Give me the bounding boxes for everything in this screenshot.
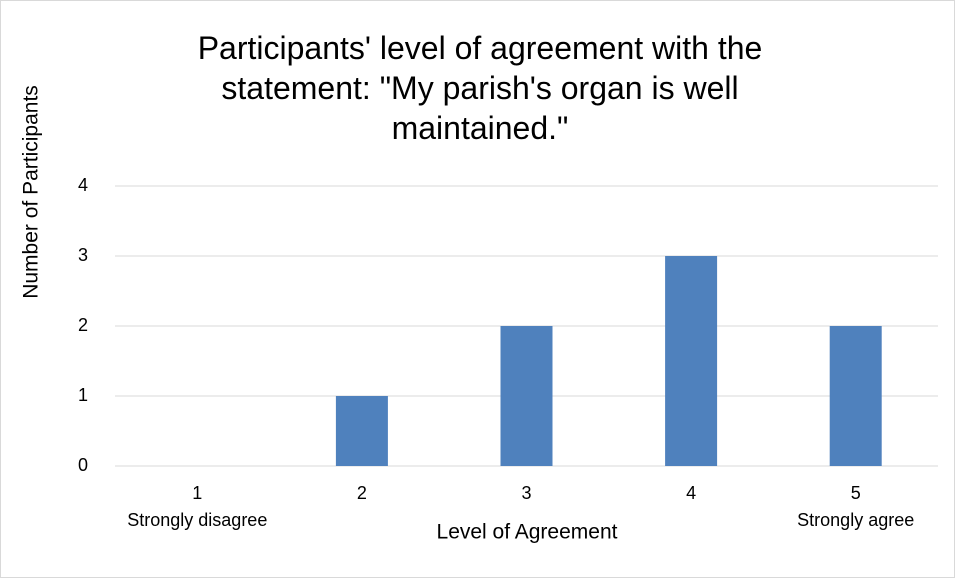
y-tick-label: 4	[78, 175, 88, 195]
x-tick-sublabel: Strongly disagree	[127, 510, 267, 530]
x-tick-label: 2	[357, 483, 367, 503]
y-tick-label: 1	[78, 385, 88, 405]
bar	[500, 326, 553, 466]
y-tick-label: 3	[78, 245, 88, 265]
bar	[665, 256, 718, 466]
x-tick-label: 4	[686, 483, 696, 503]
x-tick-label: 3	[521, 483, 531, 503]
bar	[829, 326, 882, 466]
x-tick-label: 5	[851, 483, 861, 503]
chart-title: Participants' level of agreement with th…	[197, 30, 763, 146]
y-tick-label: 2	[78, 315, 88, 335]
x-tick-sublabel: Strongly agree	[797, 510, 914, 530]
x-tick-label: 1	[192, 483, 202, 503]
bar	[335, 396, 388, 466]
x-axis-title: Level of Agreement	[437, 521, 618, 544]
y-tick-label: 0	[78, 455, 88, 475]
y-axis-title: Number of Participants	[20, 85, 43, 299]
